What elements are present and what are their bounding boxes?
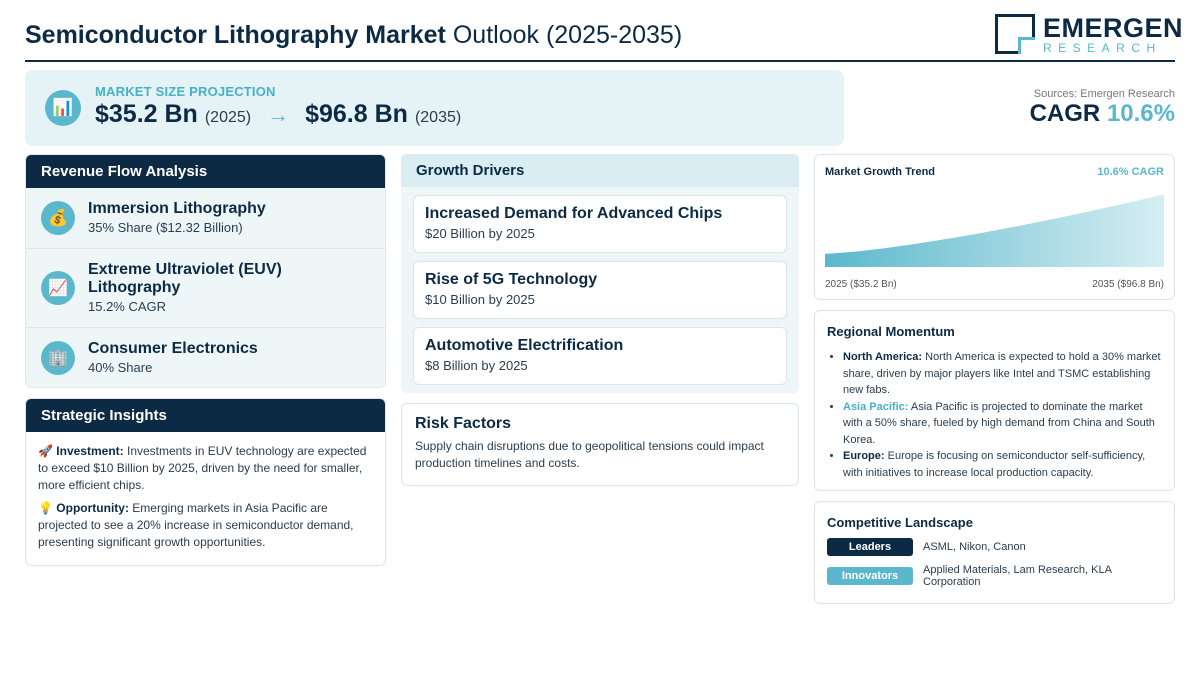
region-text: Asia Pacific is projected to dominate th… xyxy=(843,400,1155,446)
cagr-value: 10.6% xyxy=(1106,100,1175,127)
money-bag-icon: 💰 xyxy=(41,201,75,235)
insight-label: Opportunity: xyxy=(56,501,129,515)
regional-title: Regional Momentum xyxy=(827,324,955,339)
sources-note: Sources: Emergen Research xyxy=(1033,88,1175,100)
growth-drivers-title: Growth Drivers xyxy=(401,154,799,187)
rocket-icon: 🚀 xyxy=(38,444,53,458)
region-label: Europe: xyxy=(843,450,885,462)
cagr-summary: CAGR 10.6% xyxy=(1030,100,1175,128)
insight-item: 💡 Opportunity: Emerging markets in Asia … xyxy=(38,500,373,551)
revenue-item-sub: 40% Share xyxy=(88,360,153,375)
cagr-label: CAGR xyxy=(1029,100,1101,127)
risk-text: Supply chain disruptions due to geopolit… xyxy=(415,439,764,470)
driver-sub: $8 Billion by 2025 xyxy=(425,358,528,373)
strategic-insights-title: Strategic Insights xyxy=(26,399,385,432)
end-year: (2035) xyxy=(414,109,462,126)
risk-factors-card: Risk Factors Supply chain disruptions du… xyxy=(401,403,799,486)
lightbulb-icon: 💡 xyxy=(38,501,53,515)
trend-up-icon: 📈 xyxy=(41,271,75,305)
competitive-text: Applied Materials, Lam Research, KLA Cor… xyxy=(923,564,1112,588)
end-value: $96.8 Bn xyxy=(305,100,408,128)
emergen-logo: EMERGEN RESEARCH xyxy=(995,14,1183,56)
page-title: Semiconductor Lithography Market Outlook… xyxy=(25,21,682,50)
revenue-item-title: Immersion Lithography xyxy=(88,200,266,217)
list-item: North America: North America is expected… xyxy=(843,349,1162,399)
revenue-item-sub: 35% Share ($12.32 Billion) xyxy=(88,220,243,235)
insight-item: 🚀 Investment: Investments in EUV technol… xyxy=(38,443,373,494)
trend-chart xyxy=(825,194,1164,267)
projection-values: $35.2 Bn (2025) → $96.8 Bn (2035) xyxy=(95,100,461,129)
list-item: Asia Pacific: Asia Pacific is projected … xyxy=(843,399,1162,449)
driver-item: Increased Demand for Advanced Chips $20 … xyxy=(413,195,787,253)
market-growth-trend-card: Market Growth Trend 10.6% CAGR 2025 ($35… xyxy=(814,154,1175,300)
logo-sub-text: RESEARCH xyxy=(1043,41,1162,55)
driver-title: Increased Demand for Advanced Chips xyxy=(425,205,723,222)
page-header: Semiconductor Lithography Market Outlook… xyxy=(25,10,1183,62)
region-text: Europe is focusing on semiconductor self… xyxy=(843,450,1146,479)
driver-title: Rise of 5G Technology xyxy=(425,271,598,288)
trend-cagr: 10.6% CAGR xyxy=(1097,166,1164,178)
driver-sub: $20 Billion by 2025 xyxy=(425,226,535,241)
regional-momentum-card: Regional Momentum North America: North A… xyxy=(814,310,1175,491)
divider xyxy=(26,327,385,328)
building-icon: 🏢 xyxy=(41,341,75,375)
competitive-row: Innovators Applied Materials, Lam Resear… xyxy=(827,564,1143,588)
revenue-flow-title: Revenue Flow Analysis xyxy=(26,155,385,188)
risk-title: Risk Factors xyxy=(415,415,512,432)
driver-title: Automotive Electrification xyxy=(425,337,624,354)
start-year: (2025) xyxy=(204,109,252,126)
insight-text: Investments in EUV technology are expect… xyxy=(38,444,367,492)
arrow-right-icon: → xyxy=(267,102,290,127)
title-bold: Semiconductor Lithography Market xyxy=(25,21,446,49)
strategic-insights-card: Strategic Insights 🚀 Investment: Investm… xyxy=(25,398,386,566)
regional-list: North America: North America is expected… xyxy=(827,349,1162,481)
revenue-flow-card: Revenue Flow Analysis 💰 Immersion Lithog… xyxy=(25,154,386,388)
trend-end-label: 2035 ($96.8 Bn) xyxy=(1092,279,1164,290)
growth-drivers-card: Growth Drivers Increased Demand for Adva… xyxy=(401,154,799,393)
projection-label: MARKET SIZE PROJECTION xyxy=(95,84,276,99)
divider xyxy=(26,248,385,249)
driver-sub: $10 Billion by 2025 xyxy=(425,292,535,307)
insight-text: Emerging markets in Asia Pacific are pro… xyxy=(38,501,354,549)
trend-title: Market Growth Trend xyxy=(825,166,936,178)
competitive-row: Leaders ASML, Nikon, Canon xyxy=(827,538,1143,556)
competitive-landscape-card: Competitive Landscape Leaders ASML, Niko… xyxy=(814,501,1175,604)
region-text: North America is expected to hold a 30% … xyxy=(843,351,1161,396)
start-value: $35.2 Bn xyxy=(95,100,198,128)
trend-area xyxy=(825,194,1164,267)
innovators-badge: Innovators xyxy=(827,567,913,585)
revenue-item-title: Consumer Electronics xyxy=(88,340,258,357)
trend-start-label: 2025 ($35.2 Bn) xyxy=(825,279,897,290)
region-label: North America: xyxy=(843,351,923,363)
logo-main-text: EMERGEN xyxy=(1043,13,1184,43)
leaders-badge: Leaders xyxy=(827,538,913,556)
list-item: Europe: Europe is focusing on semiconduc… xyxy=(843,448,1162,481)
driver-item: Automotive Electrification $8 Billion by… xyxy=(413,327,787,385)
market-size-projection: 📊 MARKET SIZE PROJECTION $35.2 Bn (2025)… xyxy=(25,70,844,146)
revenue-item-sub: 15.2% CAGR xyxy=(88,299,167,314)
bar-chart-icon: 📊 xyxy=(45,90,81,126)
logo-mark-icon xyxy=(995,14,1035,54)
competitive-text: ASML, Nikon, Canon xyxy=(923,541,1026,553)
competitive-title: Competitive Landscape xyxy=(827,515,973,530)
title-light: Outlook (2025-2035) xyxy=(452,21,683,49)
region-label: Asia Pacific: xyxy=(843,400,909,413)
driver-item: Rise of 5G Technology $10 Billion by 202… xyxy=(413,261,787,319)
revenue-item-title: Extreme Ultraviolet (EUV) Lithography xyxy=(88,261,282,296)
insight-label: Investment: xyxy=(56,444,124,458)
